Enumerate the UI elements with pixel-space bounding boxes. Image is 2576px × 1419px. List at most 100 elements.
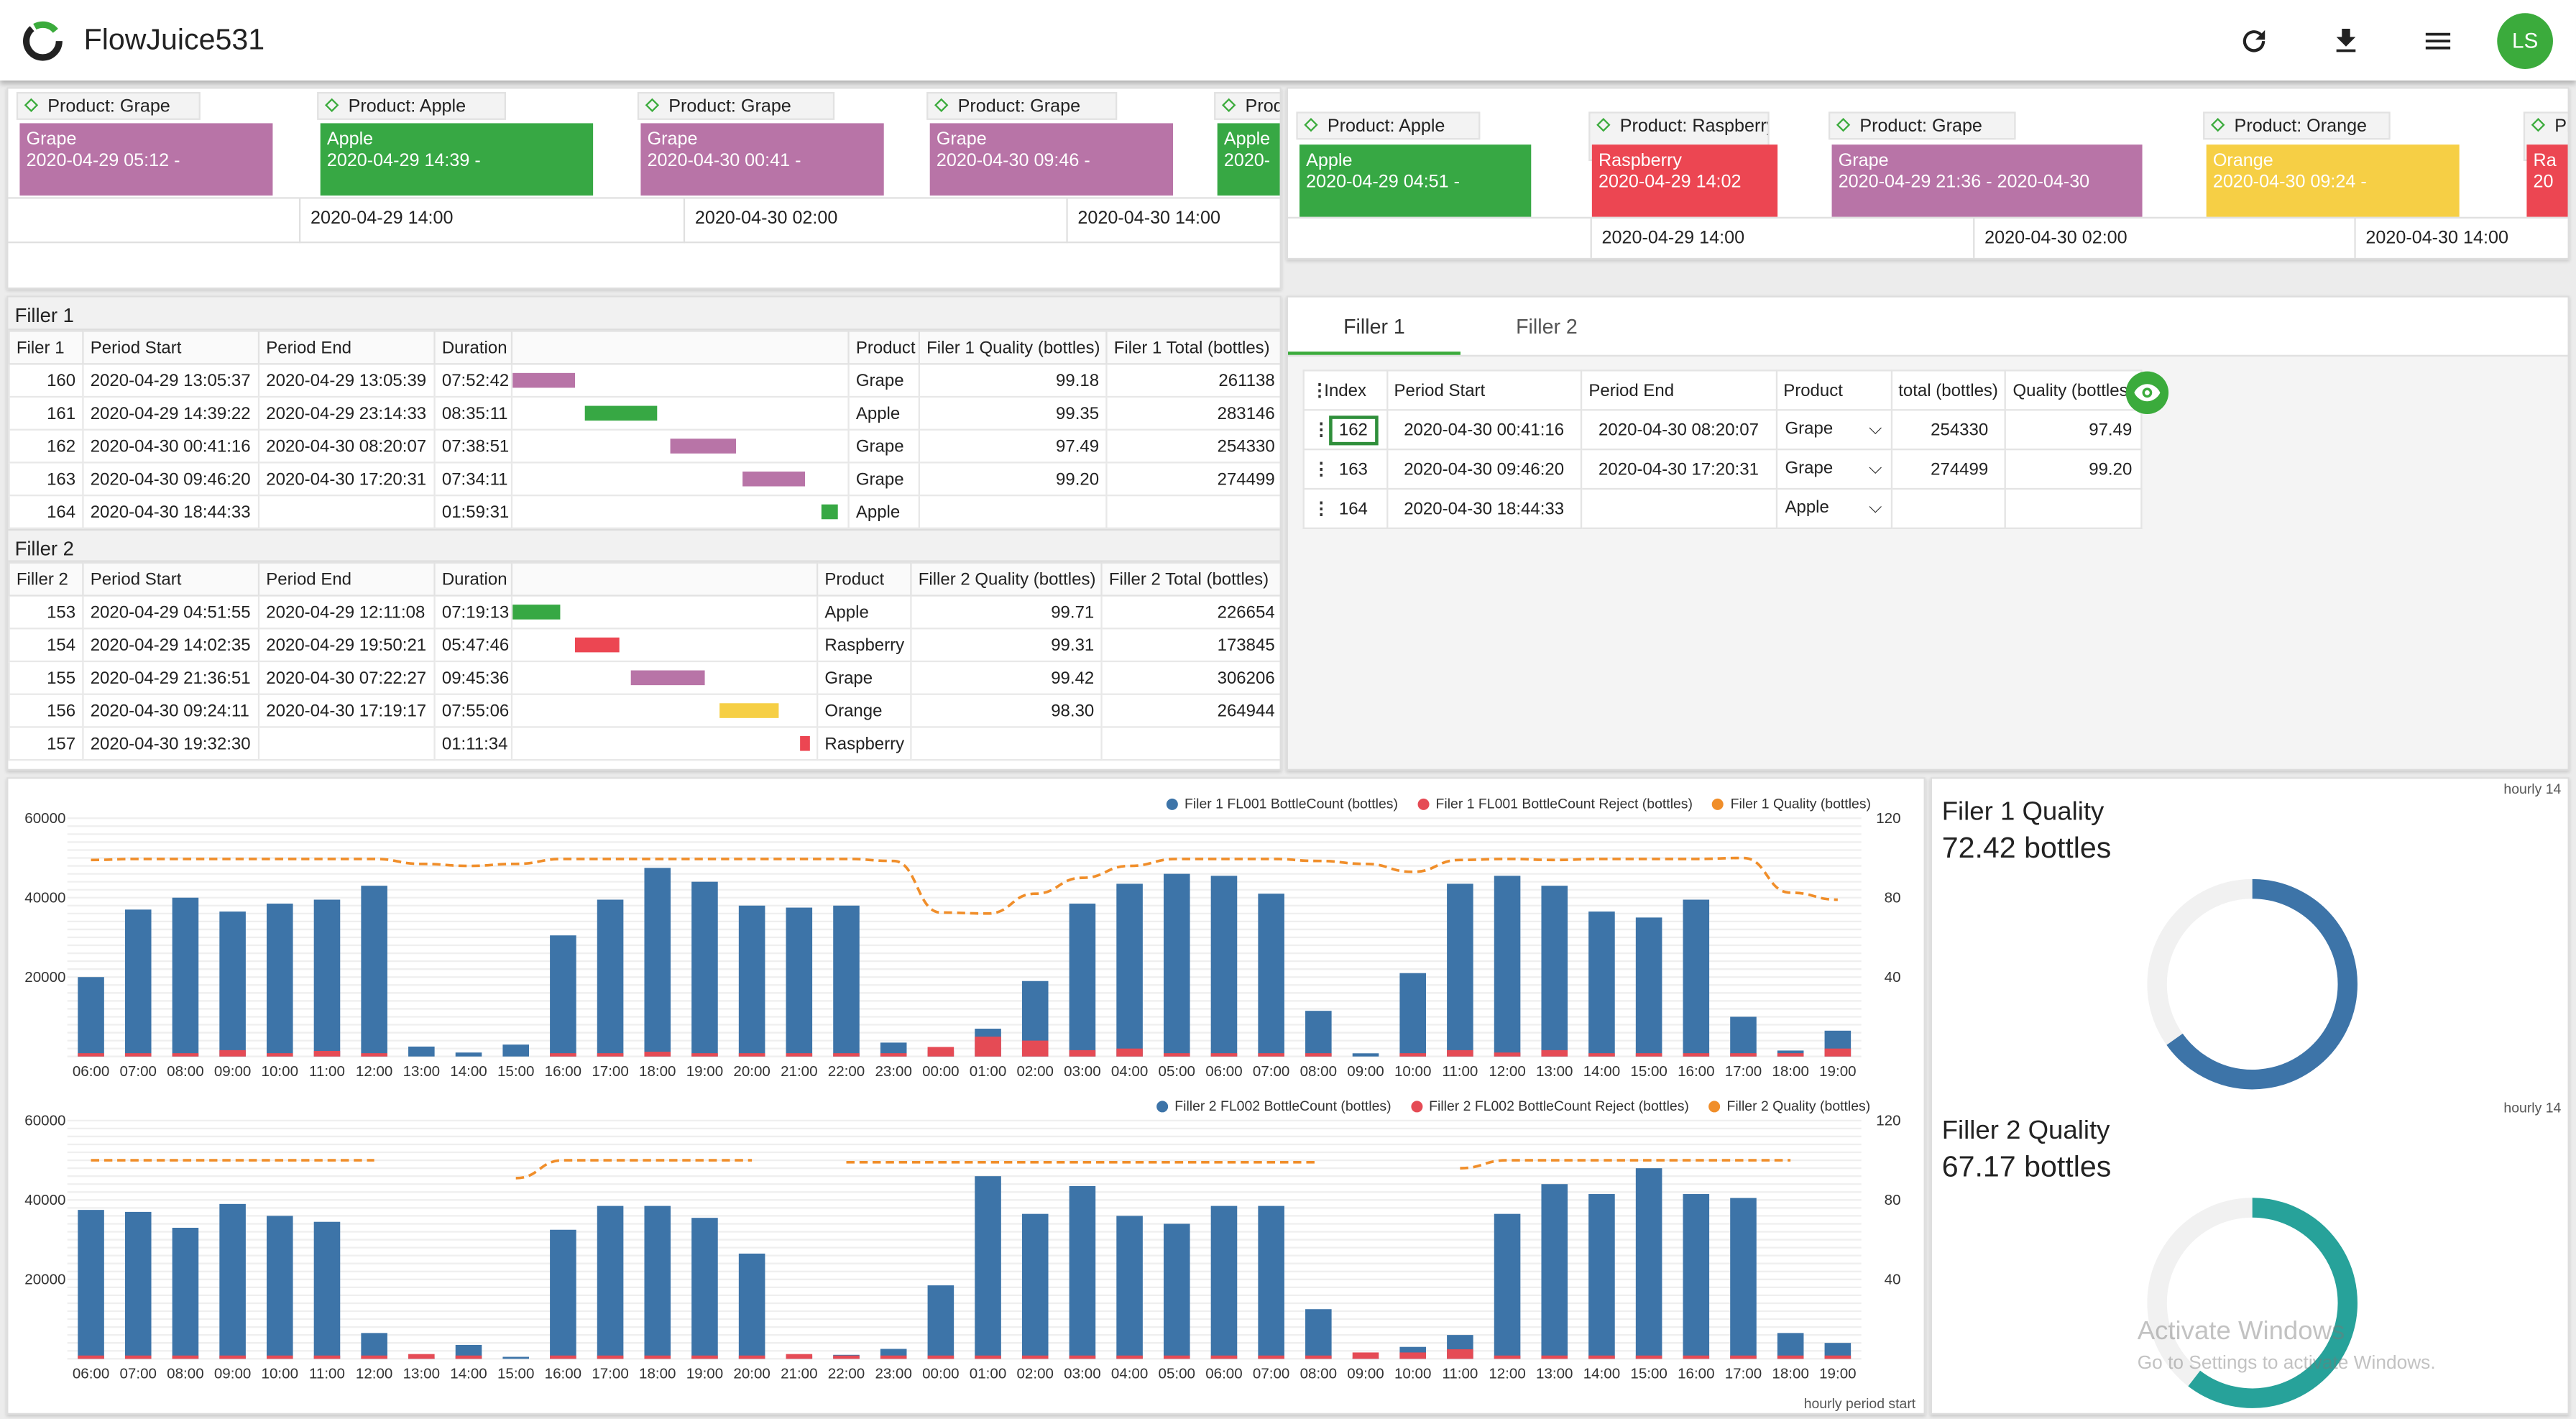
index-cell[interactable]: ⋮ 164 bbox=[1302, 487, 1388, 529]
quality-cell[interactable] bbox=[2005, 487, 2143, 529]
filler1-table: Filer 1 Period Start Period End Duration Pro… bbox=[8, 330, 1280, 529]
bar-bottlecount bbox=[1163, 873, 1190, 1057]
legend-item[interactable]: Filler 2 FL002 BottleCount (bottles) bbox=[1156, 1098, 1392, 1114]
timeline-bar-apple[interactable]: Apple 2020- bbox=[1217, 123, 1280, 196]
legend-item[interactable]: Filler 2 FL002 BottleCount Reject (bottl… bbox=[1410, 1098, 1689, 1114]
column-header[interactable]: Duration bbox=[433, 561, 513, 597]
period-start-cell[interactable]: 2020-04-30 09:46:20 bbox=[1386, 448, 1583, 490]
tab-filler2[interactable]: Filler 2 bbox=[1516, 315, 1578, 339]
column-header[interactable] bbox=[510, 330, 850, 365]
timeline-bar-apple[interactable]: Apple 2020-04-29 14:39 - bbox=[320, 123, 594, 196]
drag-handle-icon[interactable]: ⋮ bbox=[1312, 498, 1330, 519]
charts-panel: 20000 40000 60000 40 80 120 06:00 07:00 08:00 09:… bbox=[6, 777, 1926, 1415]
column-header[interactable]: Product bbox=[847, 330, 920, 365]
total-cell[interactable] bbox=[1890, 487, 2007, 529]
table-row[interactable]: 162 2020-04-30 00:41:16 2020-04-30 08:20:0… bbox=[8, 428, 1280, 464]
total-cell[interactable]: 274499 bbox=[1890, 448, 2007, 490]
bar-bottlecount bbox=[1824, 1343, 1852, 1359]
period-end: 2020-04-29 13:05:39 bbox=[257, 363, 436, 398]
period-start-cell[interactable]: 2020-04-30 00:41:16 bbox=[1386, 409, 1583, 451]
drag-handle-icon[interactable]: ⋮ bbox=[1312, 459, 1330, 479]
refresh-button[interactable] bbox=[2208, 0, 2300, 81]
legend-item[interactable]: Filer 1 Quality (bottles) bbox=[1712, 795, 1871, 812]
timeline-tag[interactable]: Product: Grape bbox=[1828, 111, 2016, 140]
table-row[interactable]: 161 2020-04-29 14:39:22 2020-04-29 23:14:3… bbox=[8, 395, 1280, 431]
total-cell[interactable]: 254330 bbox=[1890, 409, 2007, 451]
table-row[interactable]: 160 2020-04-29 13:05:37 2020-04-29 13:05:3… bbox=[8, 363, 1280, 398]
legend-item[interactable]: Filer 1 FL001 BottleCount (bottles) bbox=[1166, 795, 1398, 812]
table-row[interactable]: 164 2020-04-30 18:44:33 01:59:31 Apple bbox=[8, 494, 1280, 529]
table-row[interactable]: 156 2020-04-30 09:24:11 2020-04-30 17:19:1… bbox=[8, 693, 1280, 728]
bar-reject bbox=[644, 1355, 671, 1359]
bar-bottlecount bbox=[267, 904, 293, 1057]
column-header[interactable]: Filer 1 bbox=[8, 330, 84, 365]
period-end-cell[interactable]: 2020-04-30 08:20:07 bbox=[1580, 409, 1777, 451]
editor-row[interactable]: ⋮ 164 2020-04-30 18:44:33 Apple ⌵ bbox=[1302, 487, 2143, 529]
column-header[interactable]: total (bottles) bbox=[1890, 369, 2007, 411]
user-avatar[interactable]: LS bbox=[2497, 12, 2553, 68]
quality-cell[interactable]: 99.20 bbox=[2005, 448, 2143, 490]
table-row[interactable]: 155 2020-04-29 21:36:51 2020-04-30 07:22:2… bbox=[8, 660, 1280, 695]
column-header[interactable]: Quality (bottles) bbox=[2005, 369, 2143, 411]
product-select[interactable]: Grape ⌵ bbox=[1775, 409, 1892, 451]
column-header[interactable]: Filler 2 Quality (bottles) bbox=[910, 561, 1103, 597]
timeline-bar-grape[interactable]: Grape 2020-04-29 21:36 - 2020-04-30 bbox=[1831, 144, 2143, 217]
timeline-tag[interactable]: Product: Apple bbox=[1296, 111, 1481, 140]
column-header[interactable]: Duration bbox=[433, 330, 513, 365]
column-header[interactable]: Period Start bbox=[1386, 369, 1583, 411]
product-select[interactable]: Apple ⌵ bbox=[1775, 487, 1892, 529]
tab-filler1[interactable]: Filler 1 bbox=[1287, 298, 1460, 355]
column-header[interactable]: Period Start bbox=[82, 561, 260, 597]
column-header[interactable]: Period End bbox=[1580, 369, 1777, 411]
index-cell[interactable]: ⋮ 163 bbox=[1302, 448, 1388, 490]
timeline-bar-raspberry[interactable]: Raspberry 2020-04-29 14:02 bbox=[1591, 144, 1778, 217]
column-header[interactable]: Period End bbox=[257, 561, 436, 597]
quality: 99.42 bbox=[910, 660, 1103, 695]
column-header[interactable] bbox=[510, 561, 819, 597]
quality-cell[interactable]: 97.49 bbox=[2005, 409, 2143, 451]
table-row[interactable]: 154 2020-04-29 14:02:35 2020-04-29 19:50:2… bbox=[8, 628, 1280, 663]
index-cell[interactable]: ⋮ 162 bbox=[1302, 409, 1388, 451]
product-select[interactable]: Grape ⌵ bbox=[1775, 448, 1892, 490]
legend-dot-icon bbox=[1708, 1101, 1721, 1113]
period-end-cell[interactable]: 2020-04-30 17:20:31 bbox=[1580, 448, 1777, 490]
drag-handle-icon[interactable]: ⋮ bbox=[1312, 419, 1330, 440]
editor-row[interactable]: ⋮ 162 2020-04-30 00:41:16 2020-04-30 08:20:… bbox=[1302, 409, 2143, 451]
timeline-bar-grape[interactable]: Grape 2020-04-29 05:12 - bbox=[19, 123, 273, 196]
timeline-tag[interactable]: Product: Apple bbox=[317, 91, 506, 120]
timeline-bar-grape[interactable]: Grape 2020-04-30 09:46 - bbox=[929, 123, 1173, 196]
column-header[interactable]: Period Start bbox=[82, 330, 260, 365]
column-header[interactable]: ⋮Index bbox=[1302, 369, 1388, 411]
gantt-cell bbox=[510, 628, 819, 663]
timeline-bar-raspberry[interactable]: Ra 20 bbox=[2526, 144, 2568, 217]
timeline-tag[interactable]: Product: Orange bbox=[2203, 111, 2391, 140]
timeline-bar-orange[interactable]: Orange 2020-04-30 09:24 - bbox=[2206, 144, 2460, 217]
timeline-tag[interactable]: Product: Grape bbox=[16, 91, 201, 120]
column-header[interactable]: Filler 2 Total (bottles) bbox=[1100, 561, 1280, 597]
column-header[interactable]: Filler 2 bbox=[8, 561, 84, 597]
column-header[interactable]: Filer 1 Quality (bottles) bbox=[918, 330, 1108, 365]
timeline-tag[interactable]: Produ bbox=[1214, 91, 1280, 120]
period-start-cell[interactable]: 2020-04-30 18:44:33 bbox=[1386, 487, 1583, 529]
column-header[interactable]: Period End bbox=[257, 330, 436, 365]
column-header[interactable]: Product bbox=[1775, 369, 1892, 411]
x-tick-label: 10:00 bbox=[262, 1366, 298, 1382]
table-row[interactable]: 157 2020-04-30 19:32:30 01:11:34 Raspberry bbox=[8, 726, 1280, 761]
timeline-tag[interactable]: Product: Grape bbox=[926, 91, 1118, 120]
timeline-bar-apple[interactable]: Apple 2020-04-29 04:51 - bbox=[1299, 144, 1532, 217]
menu-button[interactable] bbox=[2392, 0, 2484, 81]
editor-row[interactable]: ⋮ 163 2020-04-30 09:46:20 2020-04-30 17:20:… bbox=[1302, 448, 2143, 490]
timeline-tag[interactable]: Product: Grape bbox=[637, 91, 835, 120]
timeline-bar-grape[interactable]: Grape 2020-04-30 00:41 - bbox=[640, 123, 884, 196]
toggle-view-button[interactable] bbox=[2125, 371, 2169, 414]
legend-item[interactable]: Filler 2 Quality (bottles) bbox=[1708, 1098, 1870, 1114]
timeline-bar-period: 2020- bbox=[1223, 151, 1271, 171]
period-end-cell[interactable] bbox=[1580, 487, 1777, 529]
column-header[interactable]: Filer 1 Total (bottles) bbox=[1105, 330, 1280, 365]
table-row[interactable]: 163 2020-04-30 09:46:20 2020-04-30 17:20:3… bbox=[8, 461, 1280, 497]
column-header[interactable]: Product bbox=[816, 561, 912, 597]
table-row[interactable]: 153 2020-04-29 04:51:55 2020-04-29 12:11:0… bbox=[8, 594, 1280, 630]
download-button[interactable] bbox=[2300, 0, 2392, 81]
legend-item[interactable]: Filer 1 FL001 BottleCount Reject (bottle… bbox=[1417, 795, 1693, 812]
x-tick-label: 13:00 bbox=[403, 1063, 440, 1080]
